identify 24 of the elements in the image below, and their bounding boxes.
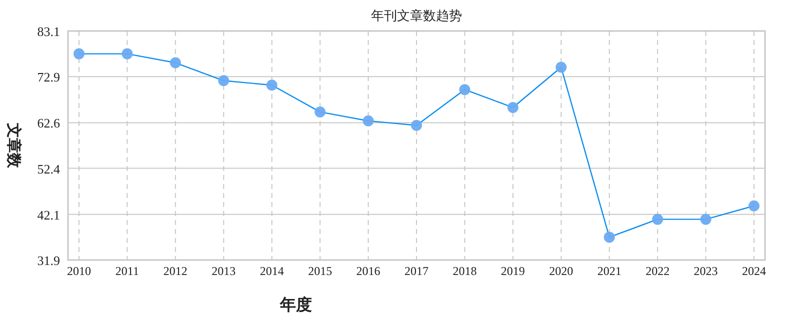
y-tick-label: 42.1 [37,207,60,222]
x-tick-label: 2015 [308,264,332,278]
x-tick-label: 2019 [500,264,525,278]
x-tick-label: 2017 [404,264,428,278]
x-tick-label: 2012 [163,264,188,278]
y-tick-label: 31.9 [37,253,60,268]
x-tick-label: 2021 [597,264,622,278]
y-tick-label: 52.4 [37,161,60,176]
x-tick-label: 2018 [452,264,477,278]
x-tick-label: 2016 [356,264,380,278]
y-axis-title: 文章数 [5,122,23,169]
chart-title: 年刊文章数趋势 [371,8,462,23]
x-tick-label: 2014 [260,264,284,278]
x-tick-label: 2022 [646,264,670,278]
x-tick-label: 2013 [212,264,236,278]
y-tick-label: 62.6 [37,116,60,131]
x-tick-label: 2010 [67,264,91,278]
x-tick-label: 2020 [549,264,574,278]
y-tick-label: 72.9 [37,70,60,85]
x-tick-label: 2024 [742,264,766,278]
x-tick-label: 2023 [694,264,718,278]
x-axis-title: 年度 [279,295,312,314]
x-tick-label: 2011 [115,264,139,278]
y-tick-label: 83.1 [37,24,60,39]
